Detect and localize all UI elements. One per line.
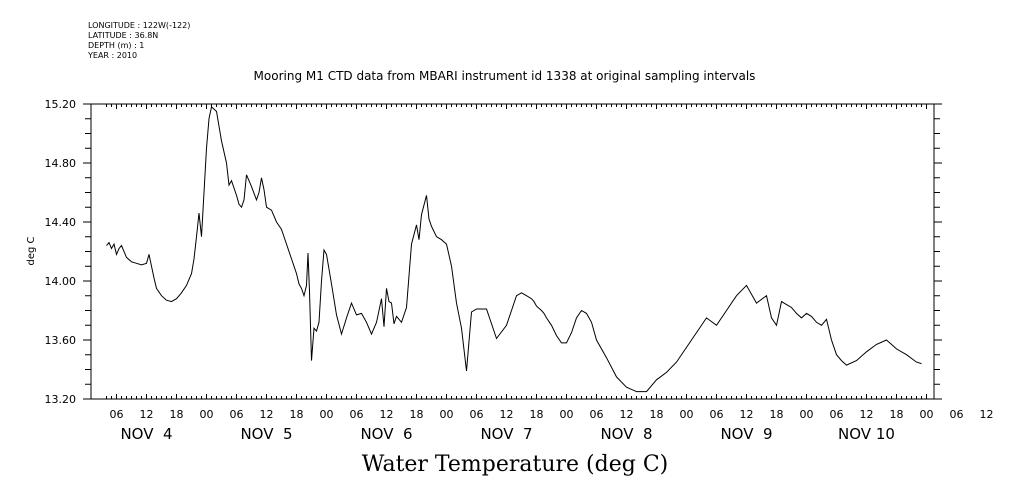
x-tick-label: 00 — [800, 408, 814, 421]
x-tick-label: 12 — [140, 408, 154, 421]
x-tick-label: 06 — [350, 408, 364, 421]
day-label: NOV 9 — [720, 425, 772, 443]
series-line — [106, 105, 922, 393]
longitude-text: LONGITUDE : 122W(-122) — [88, 21, 191, 30]
x-tick-label: 06 — [470, 408, 484, 421]
x-tick-label: 00 — [320, 408, 334, 421]
chart-title: Mooring M1 CTD data from MBARI instrumen… — [253, 69, 756, 83]
x-tick-label: 12 — [980, 408, 994, 421]
day-label: NOV 7 — [480, 425, 532, 443]
day-label: NOV 4 — [120, 425, 172, 443]
y-tick-label: 14.80 — [45, 157, 77, 170]
latitude-text: LATITUDE : 36.8N — [88, 31, 159, 40]
x-tick-label: 12 — [860, 408, 874, 421]
y-tick-label: 14.40 — [45, 216, 77, 229]
x-axis-label: Water Temperature (deg C) — [361, 452, 669, 477]
day-labels: NOV 4 NOV 5 NOV 6 NOV 7 NOV 8 NOV 9 NOV 10 — [120, 425, 895, 443]
x-tick-label: 00 — [680, 408, 694, 421]
day-label: NOV 8 — [600, 425, 652, 443]
x-tick-labels: 06 12 18 00 06 12 18 00 06 12 18 00 06 12 18 00 06 12 18 00… — [110, 408, 994, 421]
x-tick-label: 18 — [170, 408, 184, 421]
x-tick-label: 18 — [410, 408, 424, 421]
depth-text: DEPTH (m) : 1 — [88, 41, 145, 50]
x-tick-label: 18 — [890, 408, 904, 421]
x-tick-label: 00 — [440, 408, 454, 421]
x-tick-label: 06 — [950, 408, 964, 421]
x-tick-label: 00 — [920, 408, 934, 421]
x-tick-label: 18 — [530, 408, 544, 421]
day-label: NOV 5 — [240, 425, 292, 443]
x-tick-label: 06 — [590, 408, 604, 421]
x-tick-label: 18 — [650, 408, 664, 421]
x-tick-label: 18 — [770, 408, 784, 421]
x-tick-label: 06 — [710, 408, 724, 421]
x-tick-label: 18 — [290, 408, 304, 421]
axis-ticks — [83, 103, 942, 400]
x-tick-label: 06 — [830, 408, 844, 421]
y-tick-label: 14.00 — [45, 275, 77, 288]
day-label: NOV 6 — [360, 425, 412, 443]
x-tick-label: 12 — [620, 408, 634, 421]
y-tick-label: 13.60 — [45, 334, 77, 347]
y-tick-label: 15.20 — [45, 98, 77, 111]
x-tick-label: 00 — [560, 408, 574, 421]
x-tick-label: 12 — [740, 408, 754, 421]
x-tick-label: 00 — [200, 408, 214, 421]
year-text: YEAR : 2010 — [88, 51, 138, 60]
metadata-block: LONGITUDE : 122W(-122) LATITUDE : 36.8N … — [88, 21, 190, 61]
x-tick-label: 06 — [230, 408, 244, 421]
y-tick-label: 13.20 — [45, 393, 77, 406]
x-tick-label: 12 — [500, 408, 514, 421]
plot-frame — [90, 103, 935, 400]
x-tick-label: 12 — [260, 408, 274, 421]
y-tick-labels: 13.20 13.60 14.00 14.40 14.80 15.20 — [45, 98, 77, 406]
day-label: NOV 10 — [838, 425, 895, 443]
x-tick-label: 12 — [380, 408, 394, 421]
x-tick-label: 06 — [110, 408, 124, 421]
y-axis-label: deg C — [26, 236, 37, 265]
